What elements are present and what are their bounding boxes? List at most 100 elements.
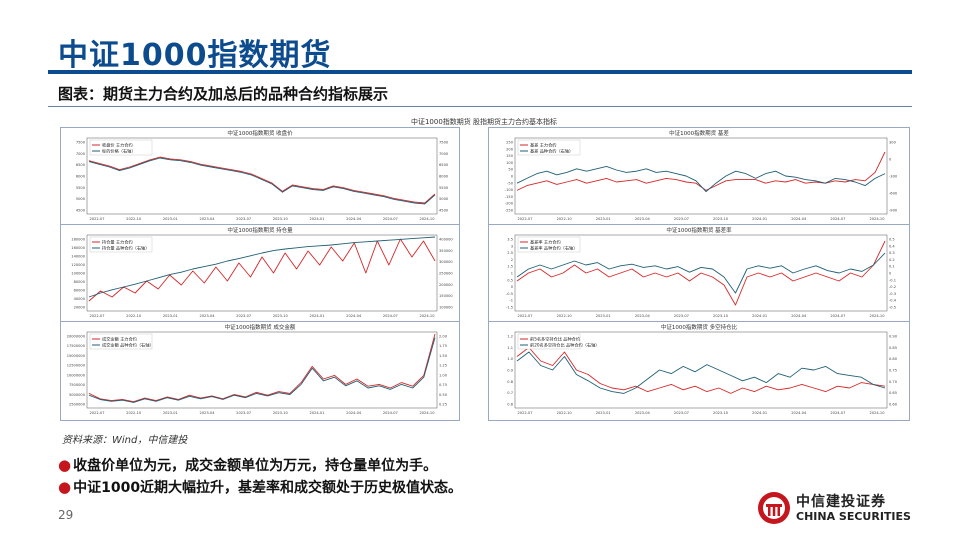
y-tick-label: 20000 xyxy=(74,306,86,310)
x-tick-label: 2022-07 xyxy=(517,411,532,415)
y-tick-label: 0.8 xyxy=(507,380,513,384)
y2-tick-label: 0 xyxy=(889,158,892,162)
chart-panel-basis: 中证1000指数期货 基差 250 200 150 100 50 0 -50 -100 -150 -… xyxy=(488,127,910,227)
y-tick-label: 4500 xyxy=(76,209,86,213)
x-tick-label: 2022-07 xyxy=(517,314,532,318)
title-divider xyxy=(48,70,912,74)
y-tick-label: -200 xyxy=(505,202,514,206)
y2-tick-label: 5500 xyxy=(439,186,449,190)
x-tick-label: 2024-04 xyxy=(791,217,807,221)
y2-tick-label: 0.90 xyxy=(889,335,898,339)
y2-tick-label: 1.50 xyxy=(439,354,448,358)
y-tick-label: 200 xyxy=(506,147,514,151)
x-tick-label: 2024-10 xyxy=(869,217,885,221)
chart-title: 中证1000指数期货 基差 xyxy=(669,129,729,137)
x-tick-label: 2024-01 xyxy=(309,411,324,415)
chart-close: 中证1000指数期货 收盘价 7500 7000 6500 6000 5500 5000 45… xyxy=(76,129,449,221)
y2-tick-label: -0.1 xyxy=(889,278,896,282)
y2-tick-label: 6000 xyxy=(439,175,449,179)
x-tick-label: 2024-10 xyxy=(419,314,435,318)
x-tick-label: 2024-07 xyxy=(383,217,398,221)
y-tick-label: 100 xyxy=(506,161,514,165)
x-tick-label: 2023-10 xyxy=(273,217,289,221)
x-tick-label: 2024-10 xyxy=(869,314,885,318)
citic-logo-icon xyxy=(758,492,790,524)
chart-long_short_ratio: 中证1000指数期货 多空持仓比 1.2 1.1 1.0 0.9 0.8 0.7 0.6 0.9… xyxy=(507,323,898,415)
legend-box xyxy=(89,236,153,253)
y-tick-label: 6000 xyxy=(76,175,86,179)
x-tick-label: 2023-10 xyxy=(273,411,289,415)
y-tick-label: 60000 xyxy=(74,289,86,293)
x-tick-label: 2024-10 xyxy=(419,411,435,415)
y-tick-label: -100 xyxy=(505,188,514,192)
series-line xyxy=(516,252,886,294)
x-tick-label: 2022-10 xyxy=(126,314,142,318)
series-line xyxy=(516,347,886,394)
page-number: 29 xyxy=(58,508,74,522)
y2-tick-label: 6500 xyxy=(439,163,449,167)
chart-title: 中证1000指数期货 基差率 xyxy=(666,226,732,234)
y2-tick-label: 200000 xyxy=(439,283,453,287)
chart-panel-basis-rate: 中证1000指数期货 基差率 3.5 3 2.5 2 1.5 1 0.5 0 -0.5 -1 -1.5… xyxy=(488,224,910,324)
slide-title: 中证1000指数期货 xyxy=(58,38,332,73)
y-tick-label: 80000 xyxy=(74,280,86,284)
chart-turnover: 中证1000指数期货 成交金额 20000000 17500000 15000000 1… xyxy=(67,323,448,415)
x-tick-label: 2024-01 xyxy=(752,314,767,318)
x-tick-label: 2023-07 xyxy=(236,411,251,415)
y-tick-label: 2.5 xyxy=(507,251,513,255)
legend-label: 基差率 品种合约（右轴） xyxy=(530,245,577,252)
y-tick-label: 6500 xyxy=(76,163,86,167)
logo-name-en: CHINA SECURITIES xyxy=(796,510,911,523)
y-tick-label: 120000 xyxy=(71,263,85,267)
y2-tick-label: 350000 xyxy=(439,249,453,253)
x-tick-label: 2023-10 xyxy=(273,314,289,318)
y-tick-label: 0.5 xyxy=(507,278,513,282)
y2-tick-label: 7500 xyxy=(439,141,449,145)
y-tick-label: 20000000 xyxy=(67,335,86,339)
series-line xyxy=(88,337,436,403)
y-tick-label: 12500000 xyxy=(67,364,86,368)
y2-tick-label: 1.75 xyxy=(439,344,447,348)
y-tick-label: 5000000 xyxy=(69,393,86,397)
bullet-dot-icon: ● xyxy=(58,478,72,496)
x-tick-label: 2023-01 xyxy=(596,217,611,221)
y-tick-label: 160000 xyxy=(71,246,85,250)
x-tick-label: 2022-07 xyxy=(89,217,104,221)
y2-tick-label: 0.70 xyxy=(889,380,898,384)
x-tick-label: 2024-10 xyxy=(419,217,435,221)
y-tick-label: 17500000 xyxy=(67,344,86,348)
legend-label: 基差 主力合约 xyxy=(530,142,556,149)
series-line xyxy=(88,333,436,403)
legend-label: 标的价格（右轴） xyxy=(102,148,136,155)
bullet-1-text: 收盘价单位为元，成交金额单位为万元，持仓量单位为手。 xyxy=(73,458,438,474)
y-tick-label: 140000 xyxy=(71,255,85,259)
y2-tick-label: 7000 xyxy=(439,152,449,156)
y-tick-label: 10000000 xyxy=(67,373,86,377)
y-tick-label: -150 xyxy=(505,195,514,199)
x-tick-label: 2024-01 xyxy=(309,314,324,318)
x-tick-label: 2024-07 xyxy=(830,411,845,415)
x-tick-label: 2024-07 xyxy=(383,411,398,415)
y-tick-label: 1.5 xyxy=(507,265,513,269)
bullet-dot-icon: ● xyxy=(58,456,72,474)
y2-tick-label: 0.75 xyxy=(439,383,447,387)
x-tick-label: 2022-10 xyxy=(126,411,142,415)
chart-panel-long-short-ratio: 中证1000指数期货 多空持仓比 1.2 1.1 1.0 0.9 0.8 0.7 0.6 0.9… xyxy=(488,321,910,421)
y-tick-label: -50 xyxy=(507,181,514,185)
x-tick-label: 2024-01 xyxy=(752,411,767,415)
y-tick-label: -1.5 xyxy=(506,306,513,310)
y-tick-label: 250 xyxy=(506,141,514,145)
y2-tick-label: 0.1 xyxy=(889,265,895,269)
legend-box xyxy=(517,236,581,253)
y-tick-label: 2 xyxy=(511,258,513,262)
y2-tick-label: 0.80 xyxy=(889,357,898,361)
series-line xyxy=(516,240,886,306)
y2-tick-label: 0.5 xyxy=(889,238,895,242)
x-tick-label: 2022-07 xyxy=(517,217,532,221)
y2-tick-label: -0.2 xyxy=(889,285,896,289)
chart-title: 中证1000指数期货 持仓量 xyxy=(227,226,293,234)
x-tick-label: 2024-01 xyxy=(309,217,324,221)
